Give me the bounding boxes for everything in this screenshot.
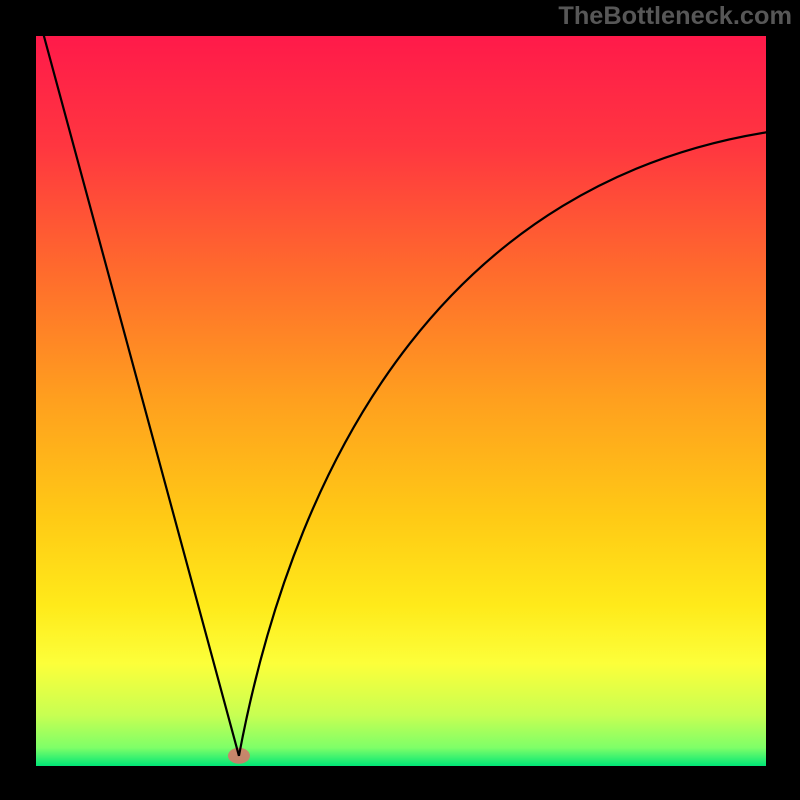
watermark-text: TheBottleneck.com [558, 2, 792, 31]
chart-container: TheBottleneck.com [0, 0, 800, 800]
gradient-background [36, 36, 766, 766]
bottleneck-chart [36, 36, 766, 766]
plot-area [36, 36, 766, 766]
